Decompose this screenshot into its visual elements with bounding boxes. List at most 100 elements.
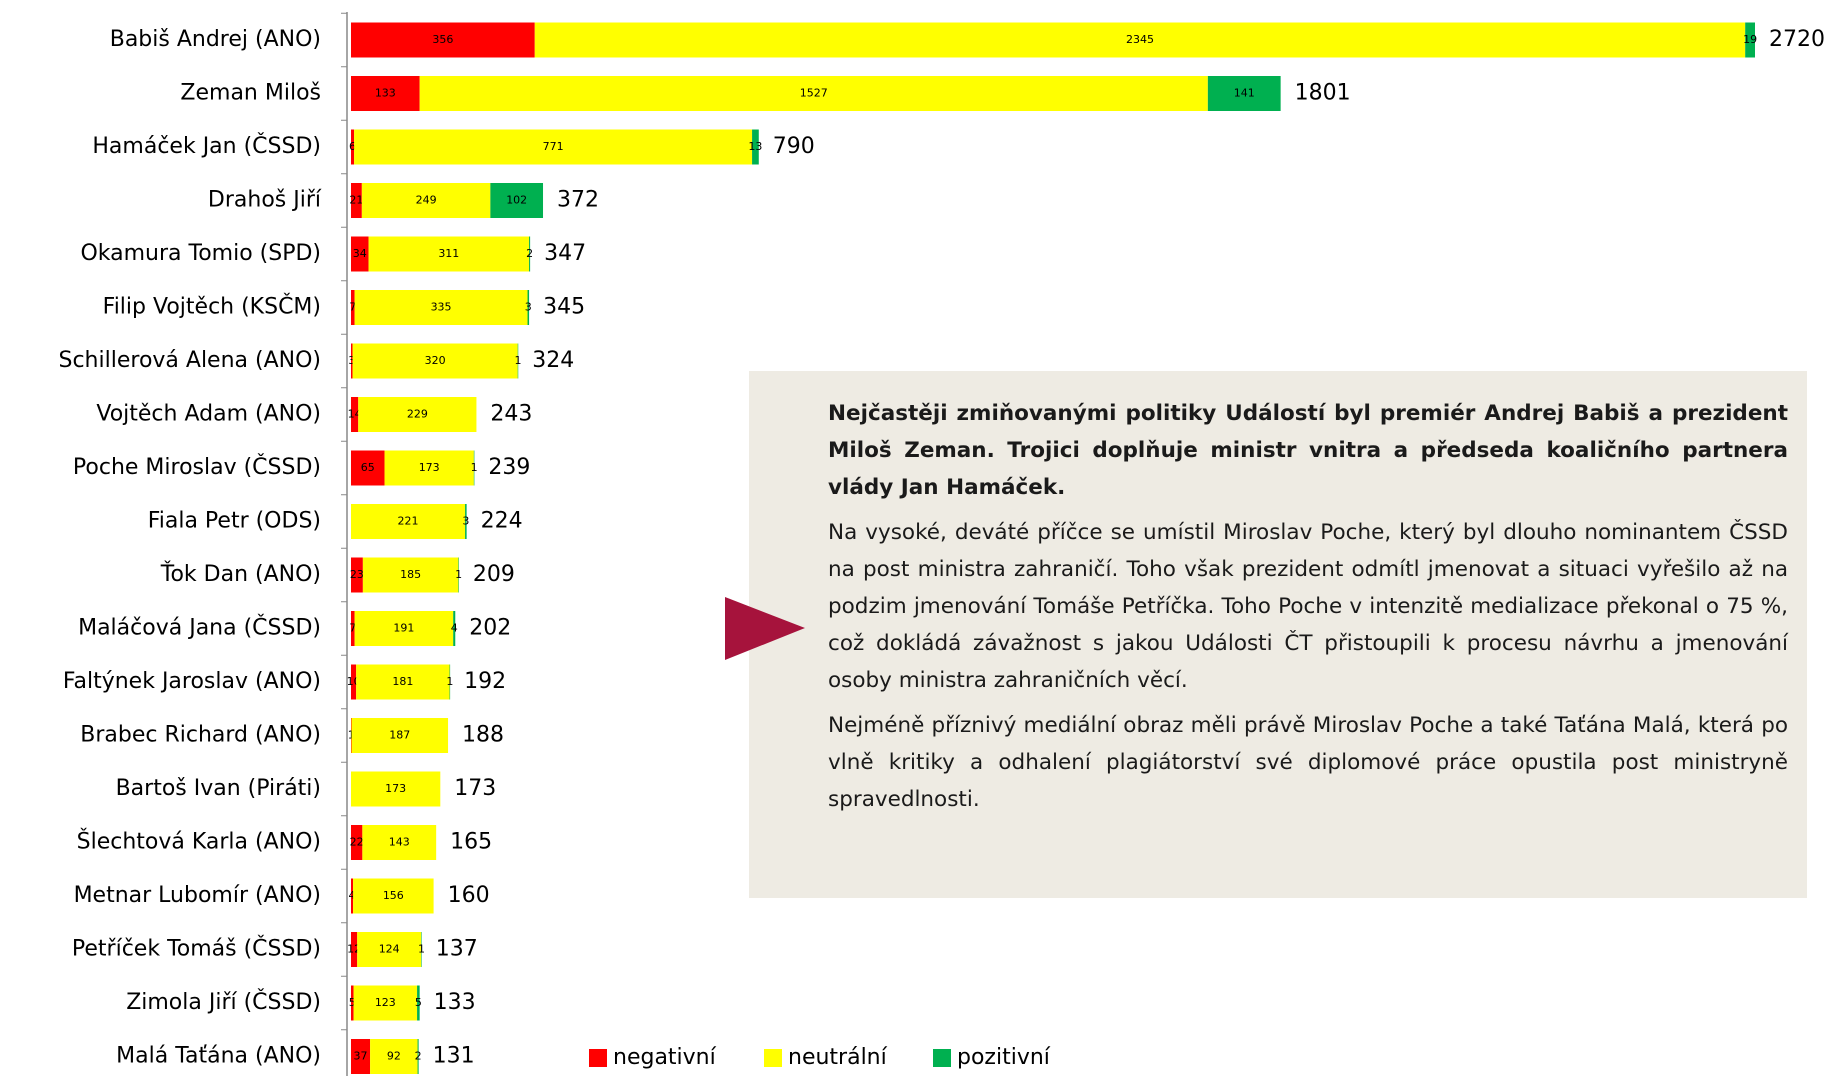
total-label: 239 — [488, 455, 530, 480]
text-body: Nejčastěji zmiňovanými politiky Událostí… — [828, 395, 1788, 826]
segment-label: 771 — [543, 140, 564, 153]
category-label: Babiš Andrej (ANO) — [110, 27, 321, 52]
segment-label: 1 — [446, 675, 453, 688]
bar-segment — [419, 76, 1208, 111]
bar-segment — [351, 1039, 371, 1074]
bar-segment — [351, 343, 353, 379]
bar-segment — [351, 878, 354, 914]
segment-label: 5 — [349, 996, 356, 1009]
bar-segment — [352, 343, 518, 379]
bar-segment — [351, 76, 420, 111]
segment-label: 7 — [349, 301, 356, 314]
bar-segment — [351, 718, 449, 753]
total-label: 345 — [543, 295, 585, 320]
segment-label: 1 — [455, 568, 462, 581]
segment-label: 3 — [525, 301, 532, 314]
legend-swatch — [589, 1049, 607, 1067]
segment-label: 34 — [353, 247, 367, 260]
segment-label: 13 — [748, 140, 762, 153]
category-label: Brabec Richard (ANO) — [80, 723, 321, 748]
category-label: Vojtěch Adam (ANO) — [96, 402, 321, 427]
bar-segment — [351, 22, 535, 58]
category-label: Fiala Petr (ODS) — [148, 509, 321, 534]
segment-label: 1527 — [800, 87, 828, 100]
segment-label: 221 — [398, 515, 419, 528]
bar-segment — [421, 932, 422, 967]
segment-label: 156 — [383, 889, 404, 902]
segment-label: 1 — [514, 354, 521, 367]
category-label: Zimola Jiří (ČSSD) — [126, 989, 321, 1015]
segment-label: 5 — [415, 996, 422, 1009]
category-label: Metnar Lubomír (ANO) — [74, 883, 321, 908]
total-label: 202 — [469, 616, 511, 641]
category-label: Malá Taťána (ANO) — [116, 1044, 321, 1069]
total-label: 243 — [490, 402, 532, 427]
category-label: Bartoš Ivan (Piráti) — [116, 776, 321, 801]
segment-label: 6 — [349, 140, 356, 153]
total-label: 160 — [448, 883, 490, 908]
arrow — [725, 597, 805, 660]
category-label: Filip Vojtěch (KSČM) — [103, 294, 321, 320]
total-label: 192 — [464, 669, 506, 694]
paragraph: Nejméně příznivý mediální obraz měli prá… — [828, 713, 1788, 812]
bar-segment — [752, 129, 759, 165]
bar-segment — [465, 504, 467, 539]
total-label: 2720 — [1769, 27, 1825, 52]
segment-label: 4 — [451, 622, 458, 635]
segment-label: 2345 — [1126, 33, 1154, 46]
segment-label: 1 — [418, 943, 425, 956]
paragraph: Nejčastěji zmiňovanými politiky Událostí… — [828, 401, 1788, 500]
bar-segment — [417, 985, 420, 1021]
total-label: 165 — [450, 830, 492, 855]
segment-label: 102 — [506, 194, 527, 207]
total-label: 131 — [433, 1044, 475, 1069]
legend-label: neutrální — [788, 1045, 888, 1070]
segment-label: 23 — [350, 568, 364, 581]
bar-segment — [534, 22, 1746, 58]
total-label: 1801 — [1295, 81, 1351, 106]
text-box — [749, 371, 1807, 898]
segment-label: 1 — [471, 461, 478, 474]
segment-label: 2 — [415, 1050, 422, 1063]
bar-segment — [362, 825, 437, 860]
segment-label: 22 — [350, 836, 364, 849]
segment-label: 191 — [393, 622, 414, 635]
bar-segment — [354, 290, 528, 325]
bar-segment — [351, 825, 363, 860]
category-label: Okamura Tomio (SPD) — [80, 241, 321, 266]
bar-segment — [351, 183, 362, 218]
segment-label: 311 — [438, 247, 459, 260]
legend-label: negativní — [613, 1045, 717, 1070]
category-label: Petříček Tomáš (ČSSD) — [72, 936, 321, 962]
total-label: 790 — [773, 134, 815, 159]
bar-segment — [417, 1039, 419, 1074]
segment-label: 123 — [375, 996, 396, 1009]
bar-segment — [354, 611, 454, 646]
segment-label: 3 — [348, 354, 355, 367]
total-label: 173 — [454, 776, 496, 801]
segment-label: 173 — [419, 461, 440, 474]
bar-segment — [351, 290, 355, 325]
category-label: Schillerová Alena (ANO) — [59, 348, 322, 373]
bar-segment — [357, 932, 422, 967]
bar-segment — [356, 664, 450, 700]
segment-label: 21 — [349, 194, 363, 207]
legend-swatch — [933, 1049, 951, 1067]
segment-label: 14 — [348, 408, 362, 421]
segment-label: 3 — [462, 515, 469, 528]
segment-label: 141 — [1234, 87, 1255, 100]
bar-segment — [351, 397, 359, 432]
bar-segment — [353, 878, 434, 914]
segment-label: 229 — [407, 408, 428, 421]
bar-segment — [351, 771, 441, 807]
bar-segment — [351, 129, 355, 165]
total-label: 188 — [462, 723, 504, 748]
segment-label: 2 — [526, 247, 533, 260]
bar-segment — [458, 557, 459, 593]
segment-label: 249 — [416, 194, 437, 207]
bar-segment — [351, 985, 354, 1021]
bar-segment — [1207, 76, 1281, 111]
segment-label: 181 — [392, 675, 413, 688]
segment-label: 335 — [431, 301, 452, 314]
bar-segment — [351, 932, 358, 967]
